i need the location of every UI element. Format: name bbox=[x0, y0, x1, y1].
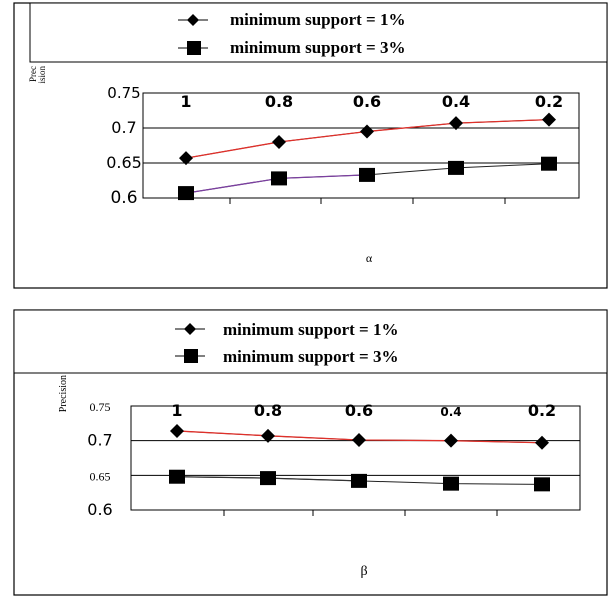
x-category-label: 0.6 bbox=[353, 92, 381, 111]
legend-label: minimum support = 3% bbox=[223, 347, 398, 366]
y-tick-label: 0.65 bbox=[90, 469, 111, 483]
data-point-square bbox=[169, 469, 185, 484]
y-tick-label: 0.6 bbox=[87, 500, 112, 519]
data-point-diamond bbox=[449, 116, 463, 131]
data-point-diamond bbox=[535, 435, 549, 450]
data-point-square bbox=[448, 160, 464, 175]
data-point-diamond bbox=[352, 432, 366, 447]
data-point-diamond bbox=[179, 151, 193, 166]
data-point-diamond bbox=[261, 428, 275, 443]
x-axis-label: β bbox=[360, 564, 367, 579]
x-category-label: 0.4 bbox=[440, 405, 461, 419]
data-point-diamond bbox=[444, 433, 458, 448]
data-point-diamond bbox=[542, 112, 556, 127]
x-category-label: 1 bbox=[171, 401, 182, 420]
data-point-square bbox=[534, 477, 550, 492]
chart-beta-legend-entry-1: minimum support = 1% bbox=[175, 320, 398, 339]
y-tick-label: 0.65 bbox=[106, 153, 142, 172]
legend-label: minimum support = 1% bbox=[223, 320, 398, 339]
chart-alpha: minimum support = 1% minimum support = 3… bbox=[13, 2, 608, 289]
data-point-square bbox=[541, 156, 557, 171]
y-axis-label-line-1: Prec bbox=[28, 66, 38, 82]
legend-label: minimum support = 3% bbox=[230, 38, 405, 57]
chart-alpha-legend-entry-1: minimum support = 1% bbox=[178, 10, 405, 29]
x-axis-label: α bbox=[366, 251, 373, 265]
y-axis-label-line-2: ision bbox=[37, 66, 47, 84]
diamond-marker-icon bbox=[184, 323, 196, 335]
data-point-square bbox=[359, 167, 375, 182]
chart-beta-legend-box bbox=[13, 309, 608, 374]
data-point-square bbox=[443, 476, 459, 491]
chart-beta-legend-entry-2: minimum support = 3% bbox=[175, 347, 398, 366]
x-category-label: 0.8 bbox=[265, 92, 293, 111]
y-tick-label: 0.75 bbox=[90, 400, 111, 414]
y-axis-label: Precision bbox=[58, 375, 69, 412]
data-point-diamond bbox=[170, 423, 184, 438]
data-point-square bbox=[260, 471, 276, 486]
x-category-label: 0.6 bbox=[345, 401, 373, 420]
data-point-diamond bbox=[272, 135, 286, 149]
y-tick-label: 0.6 bbox=[110, 188, 137, 208]
square-marker-icon bbox=[187, 41, 201, 55]
y-tick-label: 0.75 bbox=[107, 84, 140, 102]
data-point-square bbox=[178, 186, 194, 201]
data-point-diamond bbox=[360, 124, 374, 139]
chart-alpha-legend-entry-2: minimum support = 3% bbox=[178, 38, 405, 57]
y-tick-label: 0.7 bbox=[111, 118, 136, 137]
y-tick-label: 0.7 bbox=[87, 431, 112, 450]
chart-beta: minimum support = 1% minimum support = 3… bbox=[13, 309, 608, 596]
chart-alpha-plot-area bbox=[142, 92, 580, 199]
x-category-label: 1 bbox=[180, 92, 191, 111]
data-point-square bbox=[271, 171, 287, 186]
x-category-label: 0.8 bbox=[254, 401, 282, 420]
x-category-label: 0.2 bbox=[528, 401, 556, 420]
x-category-label: 0.2 bbox=[535, 92, 563, 111]
chart-beta-plot-area bbox=[130, 405, 581, 511]
data-point-square bbox=[351, 473, 367, 488]
chart-alpha-legend-box bbox=[29, 2, 608, 63]
diamond-marker-icon bbox=[187, 14, 199, 26]
x-category-label: 0.4 bbox=[442, 92, 470, 111]
legend-label: minimum support = 1% bbox=[230, 10, 405, 29]
square-marker-icon bbox=[184, 349, 198, 363]
